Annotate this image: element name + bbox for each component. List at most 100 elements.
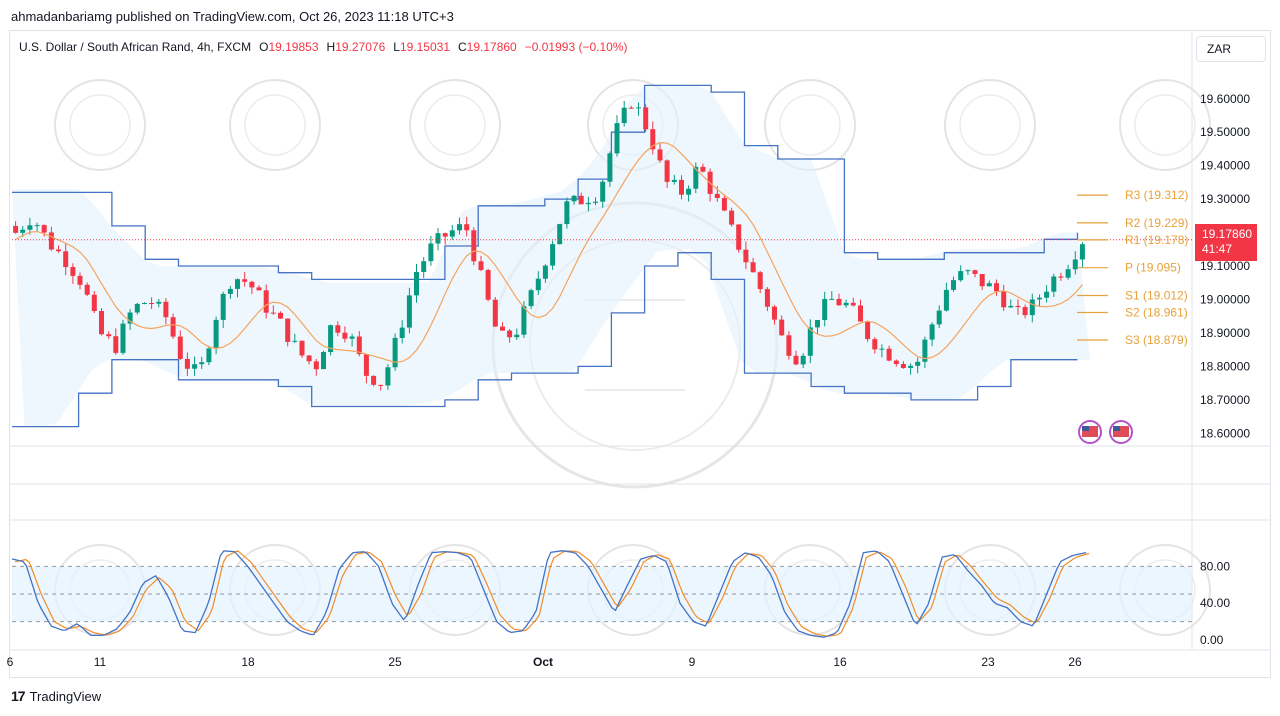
candle-body [679,179,684,195]
candle-body [349,336,355,339]
candle-body [299,340,305,356]
candle-body [578,195,584,205]
candle-body [843,302,849,306]
stoch-band [12,566,1192,622]
published-caption: ahmadanbariamg published on TradingView.… [11,9,454,24]
candle-body [836,298,842,306]
stoch-d-line [14,550,1090,637]
candle-body [321,352,326,370]
candle-body [650,129,656,150]
candle-body [972,270,978,274]
candle-body [793,355,799,365]
watermark-inner-ring-icon [1134,94,1196,156]
time-tick-label: 9 [689,655,696,669]
stoch-tick-label: 80.00 [1200,559,1230,573]
candle-body [363,354,369,376]
stoch-tick-label: 0.00 [1200,633,1224,647]
candle-body [457,224,462,231]
footer-brand[interactable]: 17 TradingView [11,688,101,704]
flag-stripes [1113,426,1129,437]
candle-body [621,107,627,124]
candle-body [134,303,140,313]
candle-body [736,224,742,250]
candle-body [220,293,226,320]
candle-body [249,281,255,288]
countdown-value: 41:47 [1202,242,1233,256]
stochastic-pane: 80.00 40.00 0.00 [11,550,1230,647]
time-tick-label: Oct [533,655,553,669]
candle-body [163,301,169,318]
candle-body [528,290,534,307]
candle-body [292,340,298,342]
candle-body [585,202,591,205]
price-axis: 19.6000019.5000019.4000019.3000019.20000… [1200,92,1250,440]
candle-body [313,361,319,370]
watermark-inner-ring-icon [69,94,131,156]
price-tick-label: 18.90000 [1200,326,1250,340]
pivot-label-r2: R2 (19.229) [1125,216,1188,230]
time-tick-label: 23 [981,655,995,669]
watermark-ring-icon [944,79,1036,171]
time-tick-label: 11 [94,655,107,669]
candles [13,101,1085,391]
candle-body [779,319,785,336]
pivot-label-s1: S1 (19.012) [1125,289,1188,303]
candle-body [328,325,334,352]
flag-canton [1082,426,1089,431]
candle-body [120,323,126,353]
candle-body [643,107,649,130]
price-tick-label: 19.40000 [1200,159,1250,173]
candle-body [764,289,770,307]
candle-body [127,312,133,324]
candle-body [56,249,61,252]
event-flags[interactable] [1078,420,1133,444]
candle-body [1051,276,1057,292]
candle-body [593,201,598,203]
candle-body [414,272,419,296]
candle-body [929,324,935,340]
time-axis: 6 11 18 25 Oct 9 16 23 26 [7,655,1082,669]
candle-body [671,179,677,182]
candle-body [721,198,727,211]
candle-body [177,336,183,359]
price-tick-label: 18.70000 [1200,393,1250,407]
candle-body [850,302,856,306]
candle-body [184,358,190,369]
candle-body [858,305,863,322]
candle-body [206,348,212,363]
candle-body [91,294,97,311]
candle-body [406,295,412,328]
candle-body [714,193,720,198]
candle-body [965,270,971,272]
candle-body [1079,244,1085,260]
candle-body [893,360,899,364]
last-price-tag: 19.17860 41:47 [1195,224,1257,261]
close-value: 19.17860 [466,40,517,54]
chart-frame [9,30,1271,678]
price-tick-label: 19.50000 [1200,125,1250,139]
candle-body [192,364,198,369]
candle-body [822,299,828,320]
candle-body [986,283,992,287]
candle-body [958,271,964,281]
candle-body [807,327,813,356]
candle-body [1015,305,1021,307]
flag-stripes [1082,426,1098,437]
candle-body [908,365,914,368]
candle-body [600,181,606,202]
time-tick-label: 18 [241,655,255,669]
price-tick-label: 19.60000 [1200,92,1250,106]
candle-body [607,153,613,182]
candle-body [428,243,434,262]
candle-body [757,272,763,290]
candle-body [13,225,19,233]
time-tick-label: 25 [388,655,402,669]
change-value: −0.01993 (−0.10%) [524,40,628,54]
candle-body [879,348,885,350]
tradingview-logo-icon: 17 [11,688,26,704]
currency-button[interactable]: ZAR [1196,36,1266,62]
candle-body [1001,291,1007,308]
watermark-inner-ring-icon [244,94,306,156]
candle-body [113,336,119,353]
